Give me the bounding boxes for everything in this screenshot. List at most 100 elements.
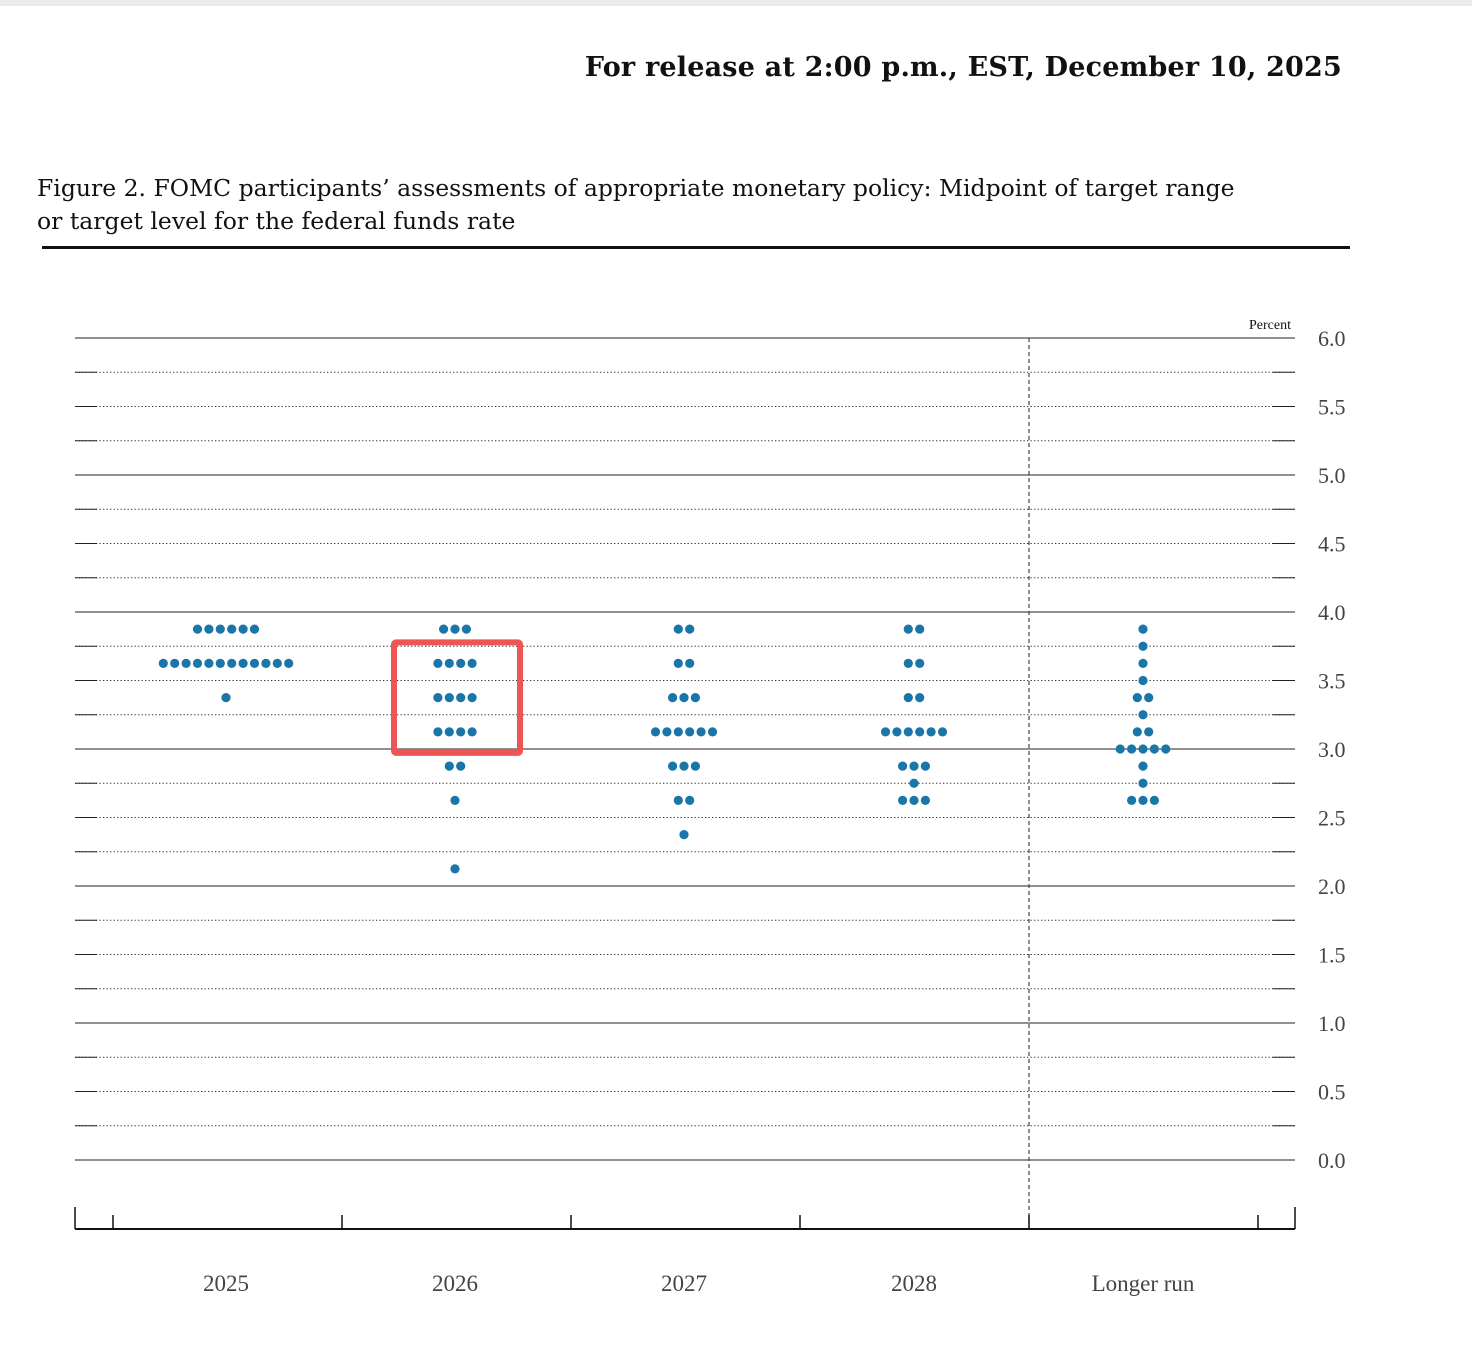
figure-title-rule: [42, 246, 1350, 249]
participant-dot: [685, 624, 695, 634]
participant-dot: [668, 761, 678, 771]
y-tick-label: 4.0: [1318, 600, 1346, 625]
participant-dot: [456, 693, 466, 703]
x-category-label: 2026: [432, 1271, 478, 1296]
participant-dot: [915, 693, 925, 703]
participant-dot: [204, 658, 214, 668]
participant-dot: [456, 658, 466, 668]
participant-dot: [1149, 795, 1159, 805]
participant-dot: [1161, 744, 1171, 754]
participant-dot: [707, 727, 718, 737]
participant-dot: [456, 761, 466, 771]
participant-dot: [898, 795, 908, 805]
participant-dot: [227, 658, 237, 668]
participant-dot: [456, 727, 466, 737]
participant-dot: [261, 658, 271, 668]
participant-dot: [920, 761, 931, 771]
participant-dot: [439, 624, 449, 634]
y-tick-label: 2.5: [1318, 806, 1346, 831]
figure-title-line-1: Figure 2. FOMC participants’ assessments…: [37, 174, 1235, 202]
y-tick-label: 2.0: [1318, 874, 1346, 899]
participant-dot: [679, 830, 689, 840]
participant-dot: [679, 761, 689, 771]
participant-dot: [1138, 641, 1148, 651]
participant-dot: [215, 658, 225, 668]
participant-dot: [433, 693, 443, 703]
participant-dot: [1138, 624, 1148, 634]
y-tick-label: 0.5: [1318, 1080, 1346, 1105]
participant-dot: [679, 693, 689, 703]
participant-dot: [909, 795, 919, 805]
participant-dot: [158, 658, 168, 668]
participant-dot: [892, 727, 902, 737]
participant-dot: [444, 658, 454, 668]
participant-dot: [461, 624, 471, 634]
participant-dot: [192, 658, 203, 668]
participant-dot: [1132, 727, 1142, 737]
participant-dot: [1138, 778, 1148, 788]
participant-dot: [249, 624, 260, 634]
participant-dot: [673, 658, 683, 668]
participant-dot: [920, 795, 931, 805]
participant-dot: [915, 727, 925, 737]
highlight-box: [391, 639, 523, 756]
participant-dot: [272, 658, 282, 668]
participant-dot: [467, 658, 477, 668]
participant-dot: [662, 727, 672, 737]
participant-dot: [909, 778, 919, 788]
y-tick-label: 5.5: [1318, 395, 1346, 420]
participant-dot: [903, 658, 913, 668]
participant-dot: [1115, 744, 1125, 754]
participant-dot: [444, 761, 454, 771]
participant-dot: [181, 658, 191, 668]
participant-dot: [915, 658, 925, 668]
participant-dot: [1127, 795, 1137, 805]
participant-dot: [685, 795, 695, 805]
participant-dot: [915, 624, 925, 634]
participant-dot: [227, 624, 237, 634]
participant-dot: [903, 624, 913, 634]
participant-dot: [215, 624, 225, 634]
participant-dot: [450, 624, 460, 634]
participant-dot: [444, 693, 454, 703]
participant-dot: [880, 727, 891, 737]
x-category-label: 2025: [203, 1271, 249, 1296]
participant-dot: [1144, 693, 1154, 703]
participant-dot: [284, 658, 294, 668]
y-tick-label: 3.0: [1318, 737, 1346, 762]
participant-dot: [467, 727, 477, 737]
participant-dot: [903, 727, 913, 737]
participant-dot: [192, 624, 203, 634]
participant-dot: [204, 624, 214, 634]
participant-dot: [450, 795, 460, 805]
participant-dot: [221, 693, 231, 703]
y-tick-label: 3.5: [1318, 669, 1346, 694]
participant-dot: [650, 727, 661, 737]
participant-dot: [1132, 693, 1142, 703]
release-notice: For release at 2:00 p.m., EST, December …: [584, 52, 1342, 83]
participant-dot: [238, 624, 248, 634]
x-category-label: 2027: [661, 1271, 707, 1296]
figure-title-line-2: or target level for the federal funds ra…: [37, 207, 516, 235]
participant-dot: [1138, 744, 1148, 754]
y-tick-label: 0.0: [1318, 1148, 1346, 1173]
participant-dot: [690, 761, 701, 771]
participant-dot: [898, 761, 908, 771]
x-category-label: 2028: [891, 1271, 937, 1296]
participant-dot: [450, 864, 460, 874]
x-category-label: Longer run: [1092, 1271, 1195, 1296]
participant-dot: [249, 658, 260, 668]
participant-dot: [1138, 658, 1148, 668]
participant-dot: [668, 693, 678, 703]
participant-dot: [170, 658, 180, 668]
participant-dot: [433, 727, 443, 737]
participant-dot: [1149, 744, 1159, 754]
participant-dot: [238, 658, 248, 668]
participant-dot: [1127, 744, 1137, 754]
figure-title: Figure 2. FOMC participants’ assessments…: [37, 172, 1297, 238]
participant-dot: [1138, 710, 1148, 720]
participant-dot: [1138, 761, 1148, 771]
participant-dot: [909, 761, 919, 771]
participant-dot: [903, 693, 913, 703]
y-tick-label: 1.0: [1318, 1011, 1346, 1036]
